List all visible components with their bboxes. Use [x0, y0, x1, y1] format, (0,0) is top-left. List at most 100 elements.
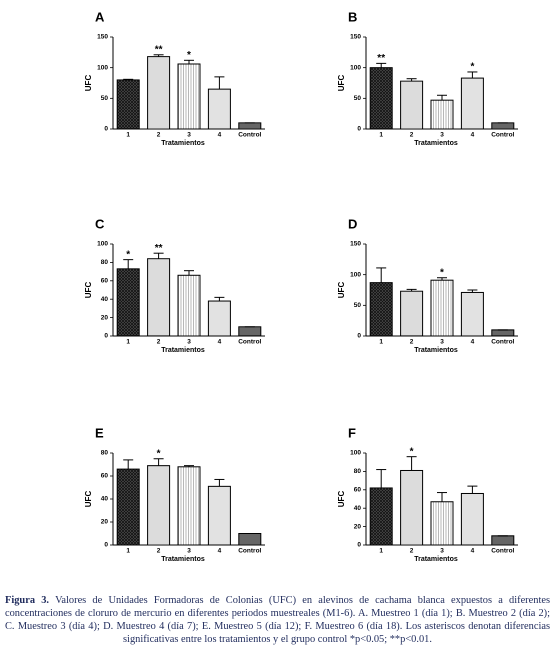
x-tick-label: 1	[379, 548, 383, 555]
x-tick-label: Control	[491, 132, 514, 139]
bar	[491, 122, 515, 130]
bar	[400, 290, 424, 337]
y-axis-label: UFC	[84, 282, 93, 299]
x-tick-label: Control	[238, 132, 261, 139]
x-tick-label: 3	[187, 548, 191, 555]
y-tick-label: 40	[354, 505, 362, 512]
y-tick-label: 60	[101, 473, 109, 480]
x-tick-label: 1	[126, 339, 130, 346]
x-axis-label: Tratamientos	[414, 556, 458, 563]
y-tick-label: 150	[350, 34, 361, 41]
x-tick-label: 2	[157, 548, 161, 555]
y-tick-label: 40	[101, 496, 109, 503]
y-tick-label: 80	[101, 259, 109, 266]
x-axis-label: Tratamientos	[161, 140, 205, 147]
y-axis-label: UFC	[337, 491, 346, 508]
y-tick-label: 0	[104, 126, 108, 133]
x-tick-label: 4	[471, 548, 475, 555]
bar	[400, 80, 424, 130]
x-tick-label: 4	[218, 132, 222, 139]
x-tick-label: 1	[126, 132, 130, 139]
bar	[177, 274, 201, 337]
x-axis-label: Tratamientos	[414, 140, 458, 147]
bar	[116, 79, 140, 130]
y-tick-label: 100	[350, 271, 361, 278]
x-tick-label: 2	[157, 132, 161, 139]
x-tick-label: 3	[440, 132, 444, 139]
y-tick-label: 20	[354, 523, 362, 530]
bar	[369, 67, 393, 130]
bar	[147, 465, 171, 546]
panel-label: A	[95, 9, 105, 24]
caption: Figura 3. Valores de Unidades Formadoras…	[5, 594, 550, 646]
bar	[369, 282, 393, 337]
y-tick-label: 100	[350, 64, 361, 71]
y-tick-label: 100	[97, 64, 108, 71]
bar	[147, 56, 171, 130]
caption-text: Valores de Unidades Formadoras de Coloni…	[5, 595, 550, 645]
bar	[460, 77, 484, 130]
x-tick-label: 3	[187, 132, 191, 139]
y-tick-label: 80	[101, 450, 109, 457]
x-tick-label: 3	[187, 339, 191, 346]
significance-label: *	[410, 446, 414, 457]
x-tick-label: Control	[491, 548, 514, 555]
bar	[430, 279, 454, 337]
panel-label: F	[348, 425, 356, 440]
significance-label: *	[187, 50, 191, 61]
y-tick-label: 0	[357, 333, 361, 340]
bar	[207, 300, 231, 337]
bar	[369, 487, 393, 546]
significance-label: **	[155, 44, 163, 55]
y-tick-label: 0	[357, 126, 361, 133]
x-axis-label: Tratamientos	[161, 556, 205, 563]
x-tick-label: 4	[218, 548, 222, 555]
significance-label: *	[126, 249, 130, 260]
significance-label: *	[440, 267, 444, 278]
x-tick-label: 2	[410, 132, 414, 139]
bar	[116, 468, 140, 546]
x-tick-label: 3	[440, 339, 444, 346]
x-tick-label: 1	[379, 132, 383, 139]
y-tick-label: 50	[354, 302, 362, 309]
x-axis-label: Tratamientos	[161, 347, 205, 354]
x-tick-label: Control	[238, 339, 261, 346]
y-tick-label: 50	[354, 95, 362, 102]
x-tick-label: 2	[410, 548, 414, 555]
x-tick-label: Control	[491, 339, 514, 346]
bar	[491, 535, 515, 546]
y-tick-label: 20	[101, 314, 109, 321]
x-tick-label: 3	[440, 548, 444, 555]
bar	[177, 466, 201, 546]
significance-label: **	[377, 53, 385, 64]
x-tick-label: 4	[471, 339, 475, 346]
y-tick-label: 100	[350, 450, 361, 457]
y-axis-label: UFC	[84, 491, 93, 508]
y-tick-label: 150	[350, 241, 361, 248]
y-tick-label: 0	[104, 542, 108, 549]
bar	[238, 326, 262, 337]
y-tick-label: 0	[357, 542, 361, 549]
panel-label: E	[95, 425, 104, 440]
y-tick-label: 60	[101, 278, 109, 285]
y-axis-label: UFC	[337, 282, 346, 299]
x-tick-label: 2	[410, 339, 414, 346]
bar	[460, 291, 484, 337]
panel-label: B	[348, 9, 357, 24]
bar	[430, 99, 454, 130]
caption-label: Figura 3.	[5, 595, 50, 606]
y-axis-label: UFC	[84, 75, 93, 92]
x-tick-label: 4	[218, 339, 222, 346]
y-tick-label: 80	[354, 468, 362, 475]
x-tick-label: 4	[471, 132, 475, 139]
bar	[177, 63, 201, 130]
bar	[400, 469, 424, 546]
significance-label: **	[155, 243, 163, 254]
y-tick-label: 20	[101, 519, 109, 526]
bar	[460, 492, 484, 546]
y-tick-label: 40	[101, 296, 109, 303]
x-tick-label: Control	[238, 548, 261, 555]
bar	[207, 485, 231, 546]
